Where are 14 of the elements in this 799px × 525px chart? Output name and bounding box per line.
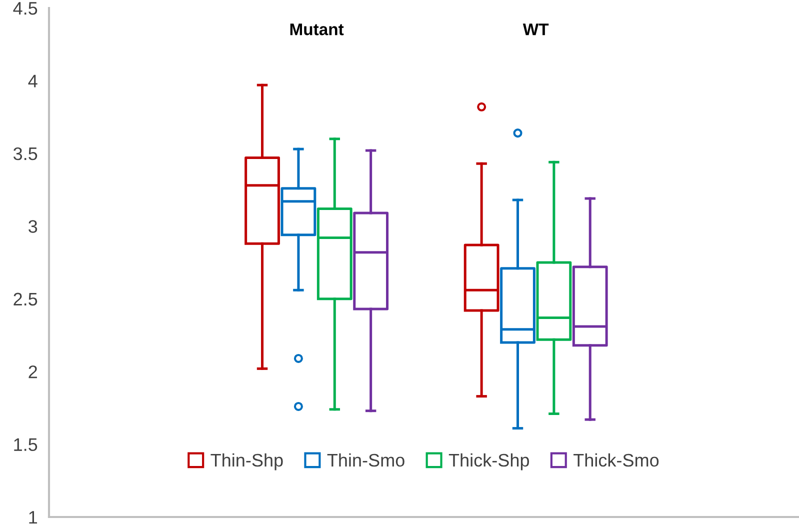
y-tick-label: 3.5: [13, 147, 38, 160]
y-tick-label: 1.5: [14, 438, 38, 452]
y-tick-label: 3: [28, 220, 38, 233]
legend-label: Thick-Smo: [573, 453, 659, 467]
legend-label: Thin-Shp: [210, 453, 283, 470]
legend-label: Thin-Smo: [327, 453, 404, 467]
y-tick-label: 4: [28, 74, 38, 88]
x-tick-label: Mutant: [290, 24, 344, 36]
y-tick-label: 4.5: [13, 2, 38, 15]
x-tick-label: WT: [522, 24, 549, 36]
legend-label: Thick-Shp: [448, 453, 530, 470]
y-tick-label: 2: [28, 366, 37, 378]
y-tick-label: 2.5: [14, 292, 38, 306]
y-tick-label: 1: [29, 511, 38, 524]
